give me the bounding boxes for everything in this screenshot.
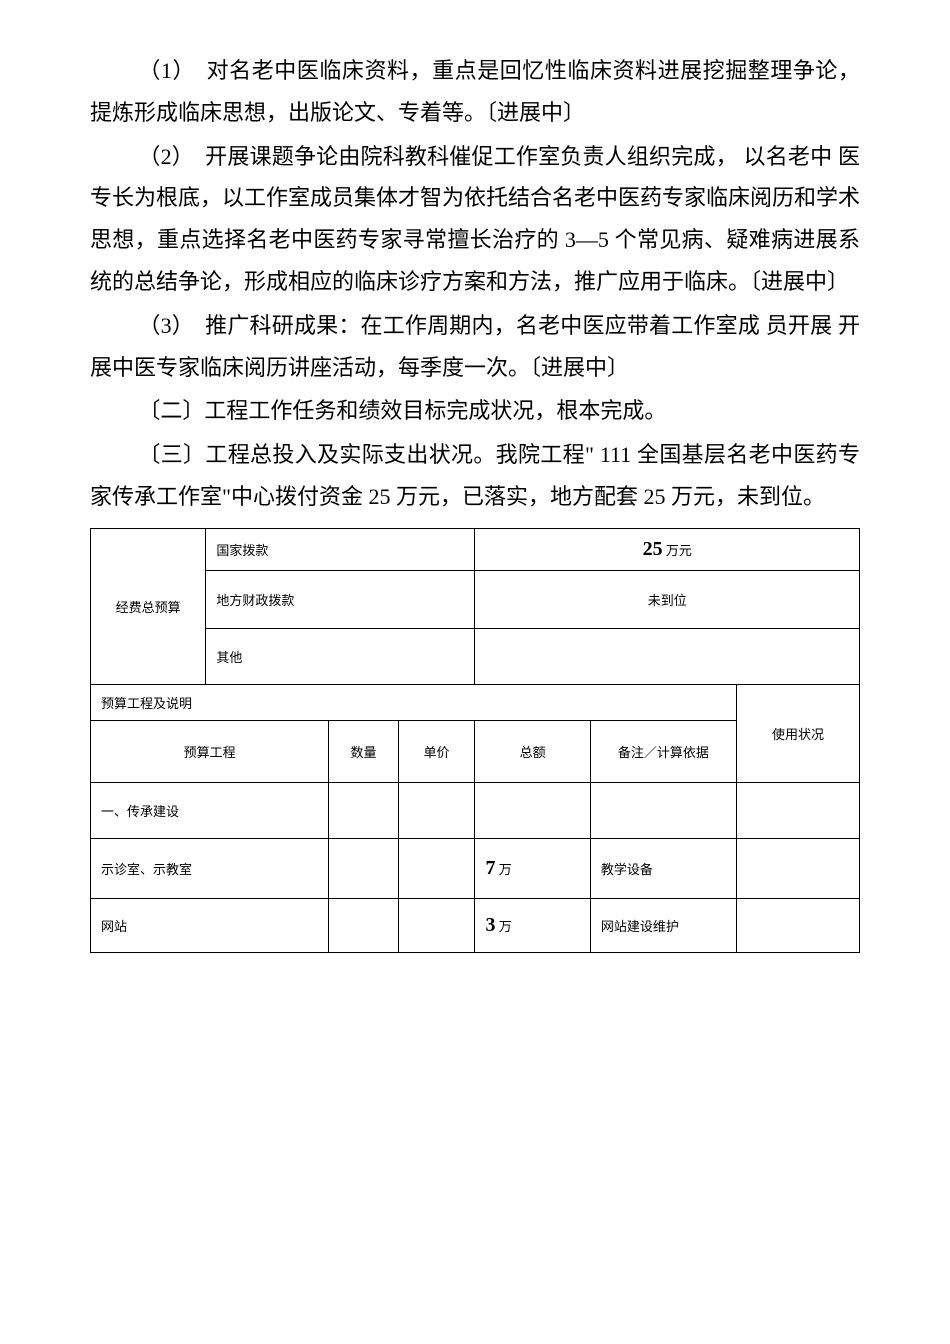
row-total-num: 7 bbox=[485, 857, 495, 879]
paragraph-2: （2） 开展课题争论由院科教科催促工作室负责人组织完成， 以名老中 医专长为根底… bbox=[90, 136, 860, 303]
row-total: 3 万 bbox=[475, 898, 590, 952]
col-project: 预算工程 bbox=[91, 720, 329, 782]
col-note: 备注／计算依据 bbox=[590, 720, 736, 782]
budget-table: 经费总预算 国家拨款 25 万元 地方财政拨款 未到位 其他 预算工程及说明 使… bbox=[90, 528, 860, 953]
row-total-unit: 万 bbox=[495, 919, 511, 934]
row-note: 网站建设维护 bbox=[590, 898, 736, 952]
row-qty bbox=[329, 898, 398, 952]
row-total-num: 3 bbox=[485, 914, 495, 936]
col-total: 总额 bbox=[475, 720, 590, 782]
national-label: 国家拨款 bbox=[206, 528, 475, 570]
row-name: 一、传承建设 bbox=[91, 782, 329, 838]
local-value: 未到位 bbox=[475, 570, 860, 628]
row-name: 网站 bbox=[91, 898, 329, 952]
row-note bbox=[590, 782, 736, 838]
row-total-unit: 万 bbox=[495, 862, 511, 877]
row-usage bbox=[736, 838, 859, 898]
usage-header: 使用状况 bbox=[736, 684, 859, 782]
national-value-unit: 万元 bbox=[663, 543, 692, 558]
table-row: 一、传承建设 bbox=[91, 782, 860, 838]
row-price bbox=[398, 838, 475, 898]
national-value: 25 万元 bbox=[475, 528, 860, 570]
col-price: 单价 bbox=[398, 720, 475, 782]
budget-total-label: 经费总预算 bbox=[91, 528, 206, 684]
col-qty: 数量 bbox=[329, 720, 398, 782]
national-value-num: 25 bbox=[643, 538, 663, 560]
row-total: 7 万 bbox=[475, 838, 590, 898]
paragraph-3: （3） 推广科研成果：在工作周期内，名老中医应带着工作室成 员开展 开展中医专家… bbox=[90, 305, 860, 389]
other-label: 其他 bbox=[206, 628, 475, 684]
paragraph-4: 〔二〕工程工作任务和绩效目标完成状况，根本完成。 bbox=[90, 390, 860, 432]
local-label: 地方财政拨款 bbox=[206, 570, 475, 628]
table-row: 地方财政拨款 未到位 bbox=[91, 570, 860, 628]
table-row: 网站 3 万 网站建设维护 bbox=[91, 898, 860, 952]
budget-section-header: 预算工程及说明 bbox=[91, 684, 737, 720]
table-row: 经费总预算 国家拨款 25 万元 bbox=[91, 528, 860, 570]
row-total bbox=[475, 782, 590, 838]
row-qty bbox=[329, 838, 398, 898]
row-name: 示诊室、示教室 bbox=[91, 838, 329, 898]
row-note: 教学设备 bbox=[590, 838, 736, 898]
row-usage bbox=[736, 782, 859, 838]
table-row: 预算工程及说明 使用状况 bbox=[91, 684, 860, 720]
paragraph-1: （1） 对名老中医临床资料，重点是回忆性临床资料进展挖掘整理争论，提炼形成临床思… bbox=[90, 50, 860, 134]
row-usage bbox=[736, 898, 859, 952]
table-row: 其他 bbox=[91, 628, 860, 684]
row-qty bbox=[329, 782, 398, 838]
row-price bbox=[398, 782, 475, 838]
other-value bbox=[475, 628, 860, 684]
table-row: 示诊室、示教室 7 万 教学设备 bbox=[91, 838, 860, 898]
paragraph-5: 〔三〕工程总投入及实际支出状况。我院工程" 111 全国基层名老中医药专家传承工… bbox=[90, 434, 860, 518]
row-price bbox=[398, 898, 475, 952]
